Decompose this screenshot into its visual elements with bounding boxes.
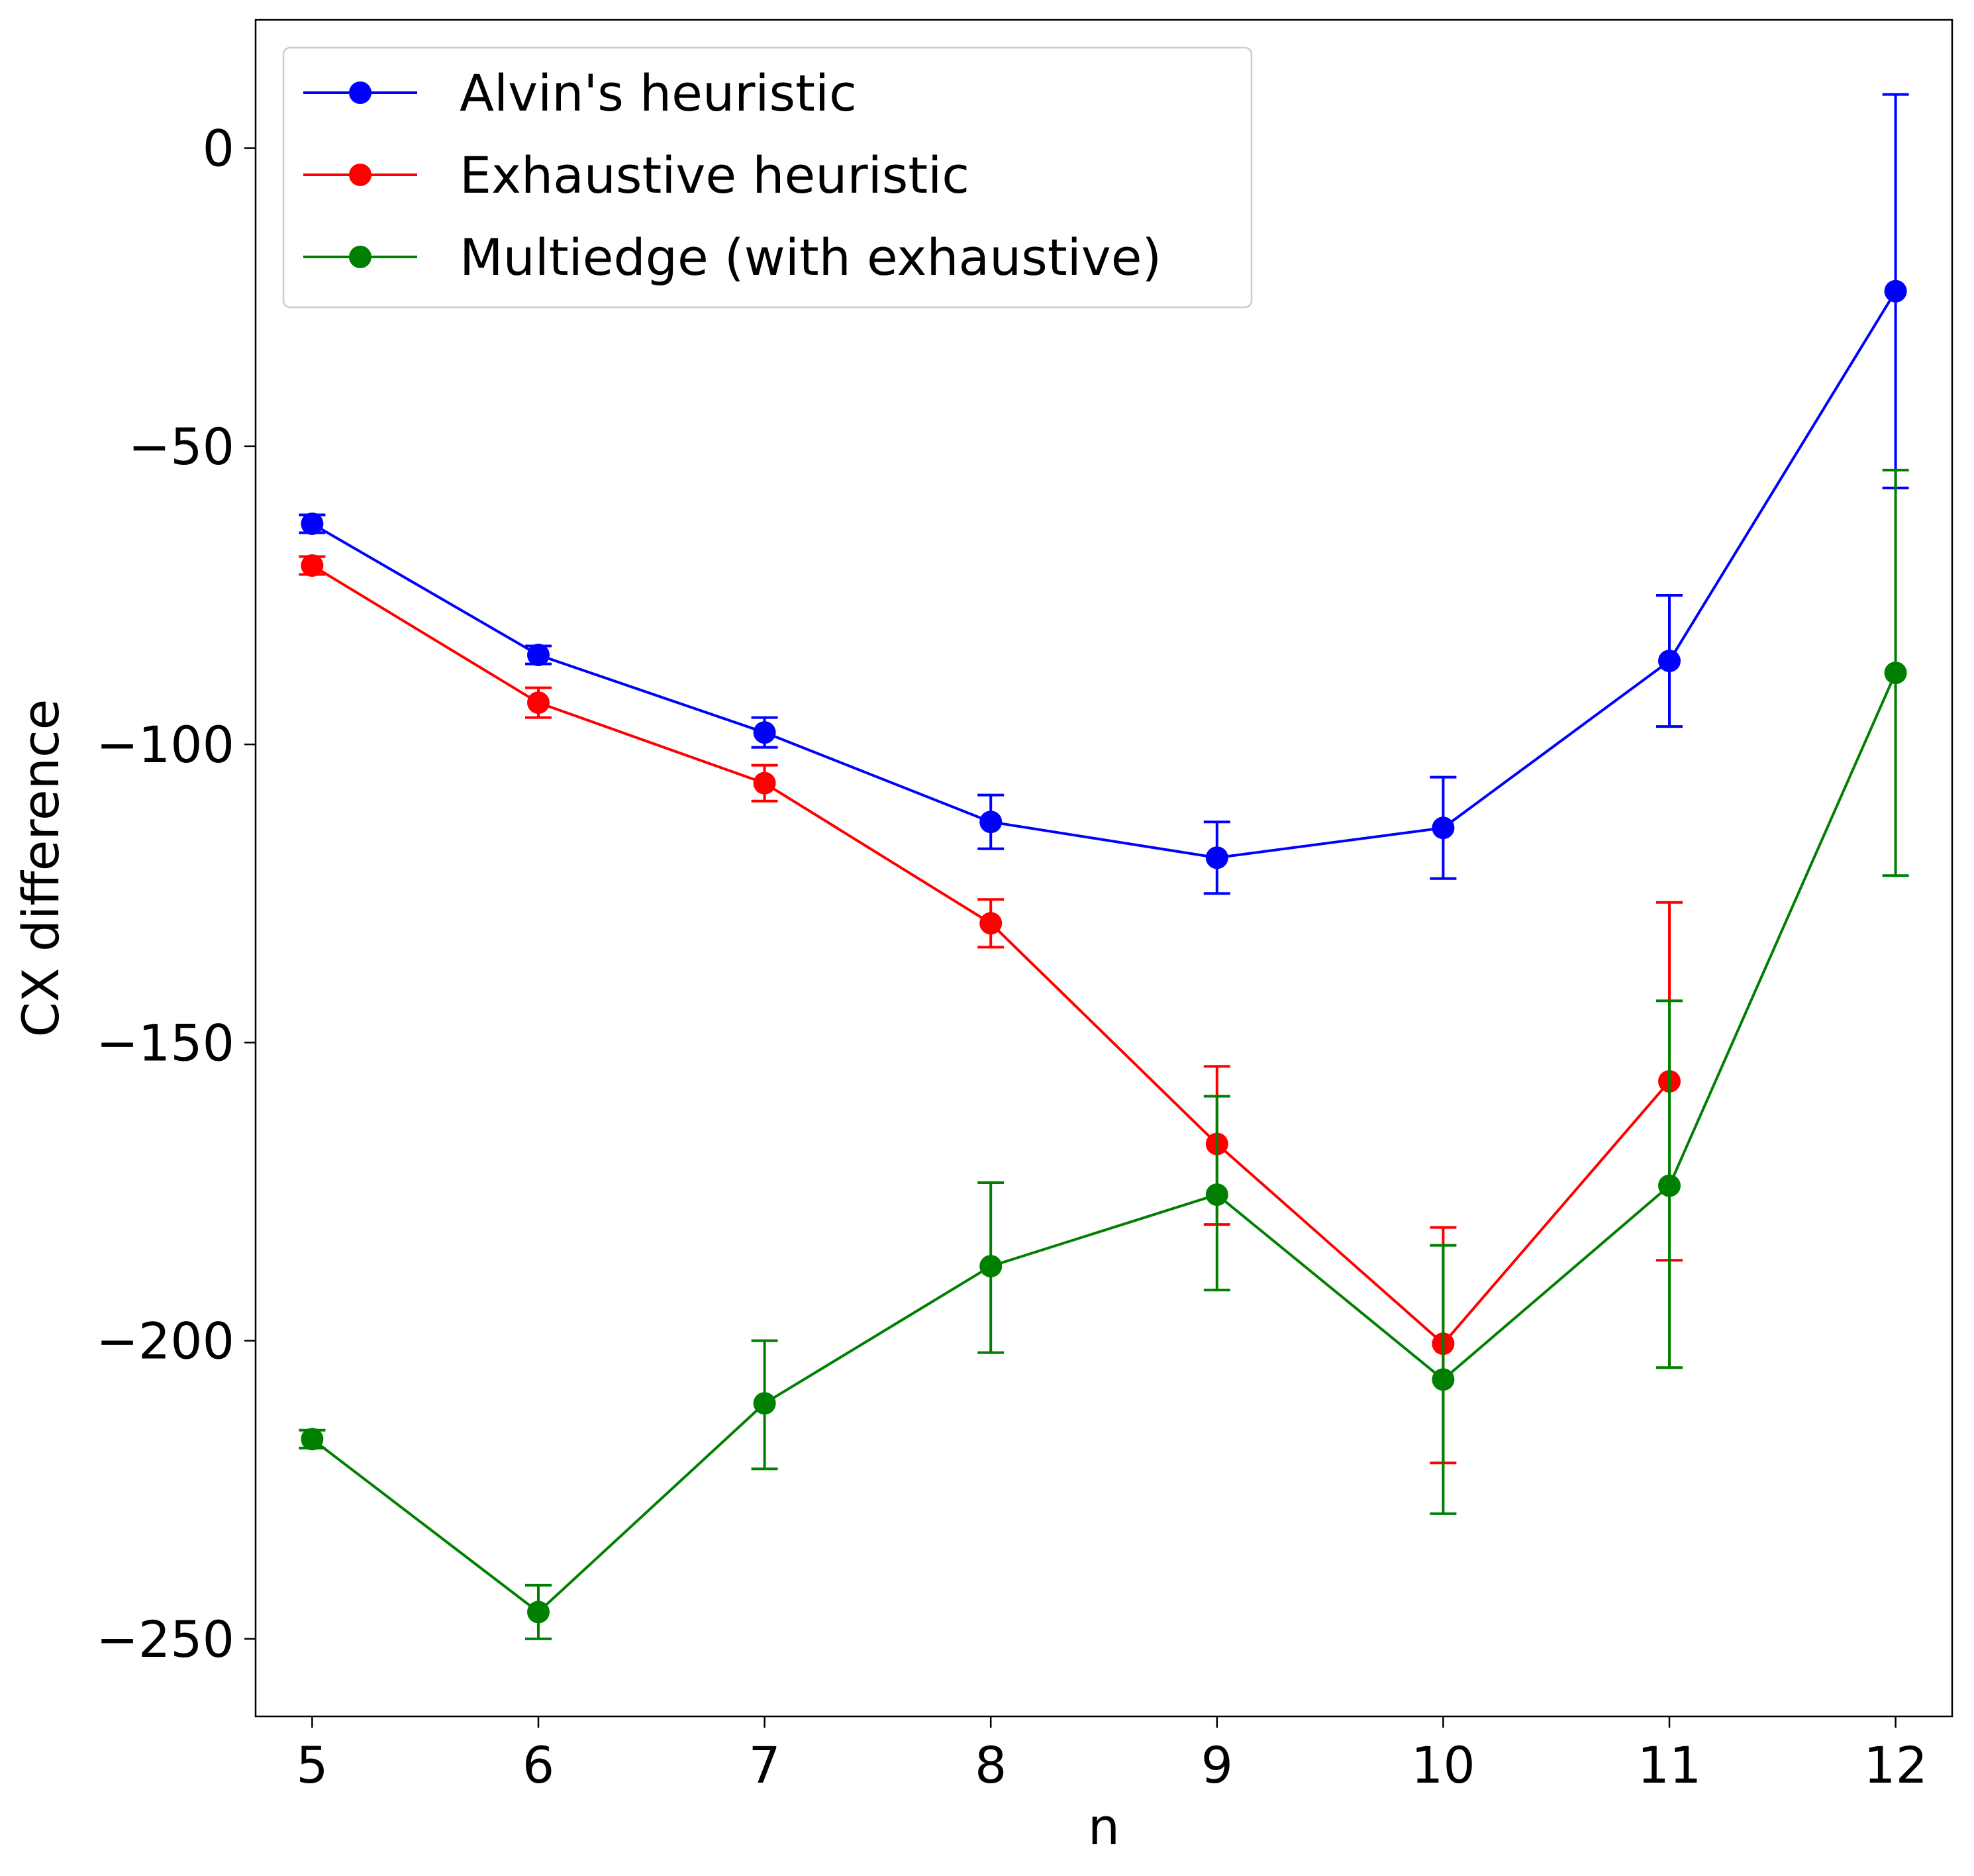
data-point [1658, 650, 1681, 673]
series-line [311, 672, 1897, 1614]
series-3 [299, 468, 1909, 1640]
x-tick-label: 11 [1638, 1736, 1702, 1795]
data-point [753, 1392, 776, 1415]
data-point [753, 721, 776, 744]
data-point [1884, 662, 1907, 685]
series-1 [299, 93, 1909, 895]
data-point [979, 1255, 1003, 1278]
legend-marker-3 [349, 246, 371, 268]
x-tick-label: 9 [1201, 1736, 1233, 1795]
y-tick-label: −200 [96, 1312, 234, 1371]
data-point [301, 512, 324, 535]
legend-label-2: Exhaustive heuristic [460, 146, 969, 205]
data-point [301, 1428, 324, 1451]
data-point [1884, 279, 1907, 303]
x-tick-label: 6 [522, 1736, 554, 1795]
legend-marker-1 [349, 81, 371, 104]
legend-box [282, 46, 1253, 309]
y-tick-label: 0 [203, 119, 234, 178]
y-tick-label: −150 [96, 1013, 234, 1072]
legend-marker-2 [349, 164, 371, 186]
data-point [1205, 1183, 1228, 1207]
x-axis-ticks: 5 6 7 8 9 10 11 12 [296, 1716, 1928, 1795]
plot-frame [254, 19, 1953, 1718]
legend-label-3: Multiedge (with exhaustive) [460, 228, 1161, 287]
data-point [527, 644, 550, 667]
y-axis-label: CX difference [11, 699, 70, 1038]
data-point [301, 554, 324, 577]
x-tick-label: 10 [1411, 1736, 1475, 1795]
data-point [979, 912, 1003, 935]
y-axis-ticks: 0 −50 −100 −150 −200 −250 [96, 119, 256, 1669]
data-point [1205, 846, 1228, 869]
x-axis-label: n [1088, 1797, 1120, 1856]
x-tick-label: 12 [1863, 1736, 1928, 1795]
y-tick-label: −50 [128, 417, 234, 476]
legend-label-1: Alvin's heuristic [460, 64, 857, 123]
data-point [1658, 1174, 1681, 1197]
data-point [979, 811, 1003, 834]
data-point [527, 691, 550, 715]
data-point [1432, 1368, 1455, 1391]
x-tick-label: 5 [296, 1736, 328, 1795]
data-point [1432, 816, 1455, 840]
legend: Alvin's heuristic Exhaustive heuristic Mul… [282, 46, 1253, 309]
series-line [311, 290, 1897, 860]
x-tick-label: 7 [748, 1736, 780, 1795]
y-tick-label: −250 [96, 1610, 234, 1669]
series-layer [299, 93, 1909, 1640]
x-tick-label: 8 [975, 1736, 1007, 1795]
y-tick-label: −100 [96, 715, 234, 774]
data-point [753, 771, 776, 795]
data-point [527, 1601, 550, 1624]
